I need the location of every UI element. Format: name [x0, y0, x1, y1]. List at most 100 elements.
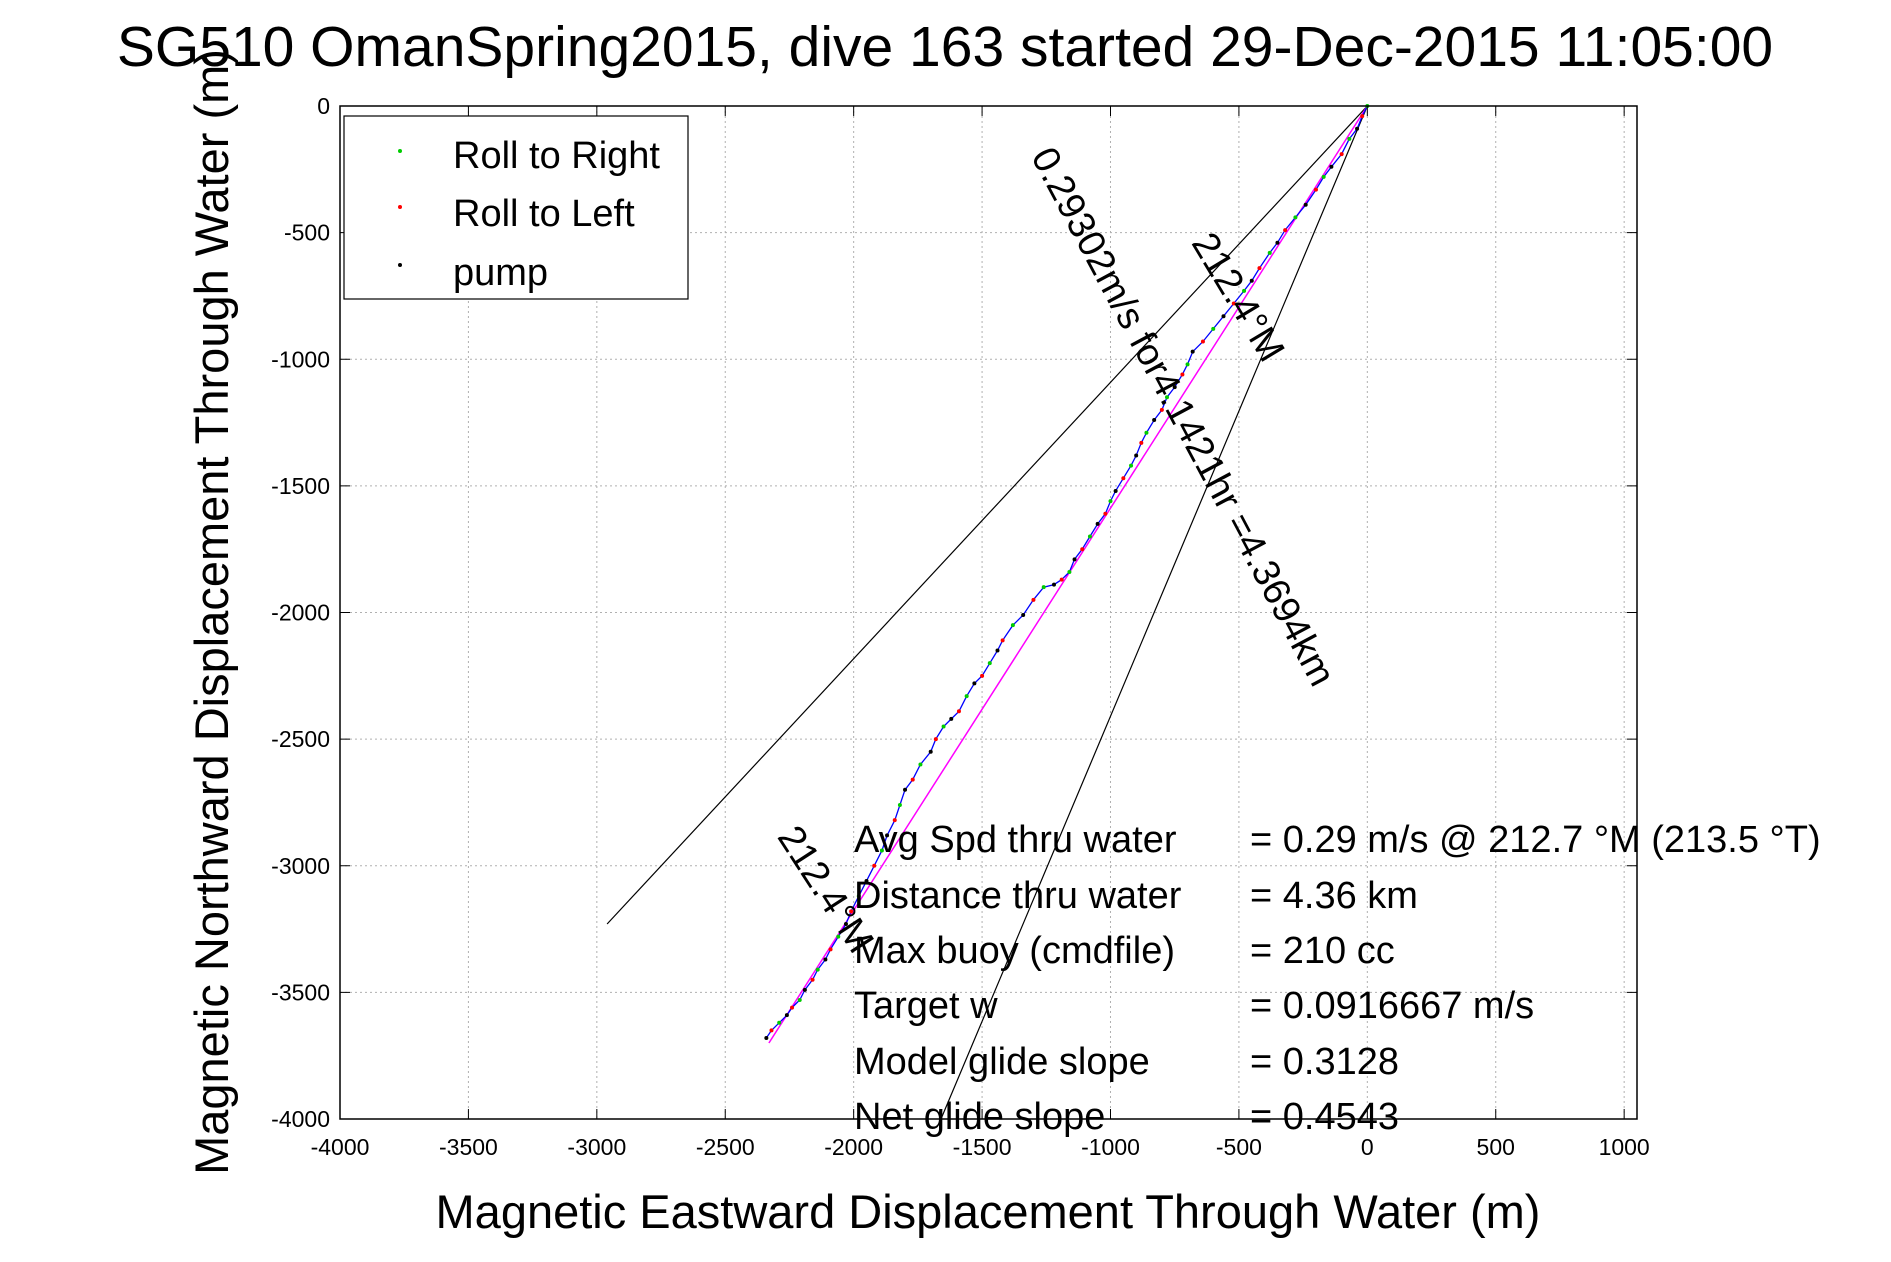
roll-left-point	[1000, 638, 1005, 643]
pump-point	[864, 878, 869, 883]
legend-label-pump: pump	[453, 252, 548, 294]
heading-cone	[606, 105, 1368, 1120]
roll-left-point	[1080, 547, 1085, 552]
roll-right-point	[1321, 174, 1326, 179]
roll-left-point	[810, 977, 815, 982]
pump-point	[1172, 385, 1177, 390]
roll-left-point	[1139, 440, 1144, 445]
legend-marker-roll-right	[398, 149, 402, 153]
y-tick-label: -2000	[271, 600, 330, 626]
pump-point	[823, 957, 828, 962]
roll-right-point	[797, 997, 802, 1002]
roll-left-point	[1103, 511, 1108, 516]
x-tick-label: -1000	[1081, 1134, 1140, 1160]
x-tick-label: -4000	[311, 1134, 370, 1160]
x-tick-label: 500	[1477, 1134, 1515, 1160]
stat-label-net-glide: Net glide slope	[854, 1096, 1105, 1138]
stat-value-distance: = 4.36 km	[1250, 875, 1418, 917]
roll-left-point	[910, 777, 915, 782]
x-tick-label: -2500	[696, 1134, 755, 1160]
roll-left-point	[892, 818, 897, 823]
pump-point	[1152, 418, 1157, 423]
roll-left-point	[1283, 228, 1288, 233]
roll-right-point	[1267, 250, 1272, 255]
roll-right-point	[815, 967, 820, 972]
roll-right-point	[1067, 569, 1072, 574]
legend-marker-roll-left	[398, 205, 402, 209]
roll-right-point	[964, 694, 969, 699]
pump-point	[1190, 349, 1195, 354]
pump-point	[1329, 164, 1334, 169]
stat-label-target-w: Target w	[854, 985, 998, 1027]
pump-point	[1303, 202, 1308, 207]
roll-right-point	[1041, 585, 1046, 590]
y-tick-label: -2500	[271, 726, 330, 752]
roll-right-point	[1164, 395, 1169, 400]
stat-value-max-buoy: = 210 cc	[1250, 930, 1395, 972]
roll-right-point	[836, 934, 841, 939]
y-axis-ticks: 0 -500 -1000 -1500 -2000 -2500 -3000 -3500 -4000	[271, 93, 1637, 1132]
cone-right-line	[940, 105, 1368, 1120]
pump-point	[1113, 488, 1118, 493]
pump-point	[995, 648, 1000, 653]
roll-left-point	[1257, 266, 1262, 271]
pump-point	[928, 749, 933, 754]
cone-left-line	[606, 105, 1368, 925]
roll-right-point	[1087, 534, 1092, 539]
pump-point	[843, 921, 848, 926]
legend-label-roll-right: Roll to Right	[453, 135, 660, 177]
pump-point	[1095, 521, 1100, 526]
roll-right-point	[1144, 430, 1149, 435]
y-tick-label: -500	[284, 220, 330, 246]
pump-point	[764, 1035, 769, 1040]
roll-right-point	[777, 1020, 782, 1025]
pump-point	[903, 787, 908, 792]
pump-point	[949, 716, 954, 721]
y-tick-label: -3000	[271, 853, 330, 879]
stat-label-max-buoy: Max buoy (cmdfile)	[854, 930, 1175, 972]
pump-point	[1072, 557, 1077, 562]
roll-right-point	[1347, 136, 1352, 141]
roll-left-point	[1121, 476, 1126, 481]
pump-point	[1275, 240, 1280, 245]
pump-point	[1249, 278, 1254, 283]
y-tick-label: -4000	[271, 1106, 330, 1132]
roll-right-point	[897, 802, 902, 807]
roll-right-point	[1108, 499, 1113, 504]
pump-point	[1021, 613, 1026, 618]
roll-left-point	[1031, 597, 1036, 602]
roll-right-point	[1211, 326, 1216, 331]
roll-left-point	[790, 1005, 795, 1010]
roll-right-point	[1010, 623, 1015, 628]
roll-left-point	[872, 863, 877, 868]
roll-right-point	[1242, 288, 1247, 293]
legend-label-roll-left: Roll to Left	[453, 193, 635, 235]
roll-left-point	[956, 709, 961, 714]
pump-point	[1051, 582, 1056, 587]
chart-title: SG510 OmanSpring2015, dive 163 started 2…	[117, 15, 1773, 79]
legend: Roll to Right Roll to Left pump	[343, 115, 689, 300]
roll-left-point	[1200, 339, 1205, 344]
roll-left-point	[1159, 407, 1164, 412]
pump-point	[1355, 126, 1360, 131]
stat-value-avg-speed: = 0.29 m/s @ 212.7 °M (213.5 °T)	[1250, 819, 1821, 861]
stat-label-avg-speed: Avg Spd thru water	[854, 819, 1177, 861]
stat-label-distance: Distance thru water	[854, 875, 1182, 917]
pump-point	[1134, 453, 1139, 458]
pump-point	[802, 987, 807, 992]
y-tick-label: 0	[317, 93, 330, 119]
roll-right-point	[1129, 463, 1134, 468]
roll-left-point	[1360, 114, 1365, 119]
y-tick-label: -1500	[271, 473, 330, 499]
roll-left-point	[1313, 187, 1318, 192]
roll-right-point	[879, 848, 884, 853]
marker-layer	[764, 104, 1370, 1040]
pump-point	[1221, 314, 1226, 319]
roll-right-point	[918, 762, 923, 767]
roll-left-point	[1339, 152, 1344, 157]
roll-left-point	[1231, 301, 1236, 306]
roll-left-point	[1059, 577, 1064, 582]
y-tick-label: -1000	[271, 346, 330, 372]
roll-right-point	[987, 661, 992, 666]
